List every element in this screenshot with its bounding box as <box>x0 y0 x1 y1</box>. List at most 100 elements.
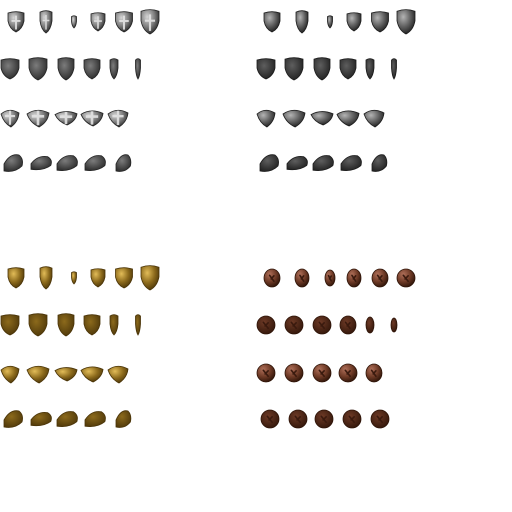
shield-icon <box>286 155 308 171</box>
shield-icon <box>71 15 77 29</box>
shield-icon <box>28 57 48 81</box>
rune-mark-icon <box>268 274 275 283</box>
shield-icon <box>30 411 52 427</box>
steel-round-shield-rotation-back-frame-5 <box>365 58 375 80</box>
silver-cross-shield-rotation-back-frame-3 <box>57 57 75 81</box>
shield-icon <box>371 154 388 172</box>
bronze-shield-rotation-back-frame-4 <box>83 314 101 336</box>
steel-round-shield-tilt-front-frame-3 <box>310 111 334 126</box>
steel-round-shield-tilt-back-frame-1 <box>259 154 279 172</box>
steel-round-shield-tilt-back-frame-5 <box>371 154 388 172</box>
wooden-buckler-tilt-front-frame-5 <box>365 363 383 383</box>
shield-icon <box>56 411 78 427</box>
steel-round-shield-tilt-back-frame-2 <box>286 155 308 171</box>
wooden-buckler-rotation-front-frame-3 <box>324 269 336 287</box>
shield-icon <box>109 314 119 336</box>
bronze-shield-tilt-front-frame-1 <box>0 365 20 384</box>
rune-mark-icon <box>344 321 351 330</box>
shield-icon <box>390 317 398 333</box>
rune-mark-icon <box>402 274 409 283</box>
shield-icon <box>282 109 306 128</box>
cross-emblem-icon <box>144 14 156 31</box>
shield-icon <box>371 11 389 33</box>
bronze-shield-rotation-front-frame-5 <box>115 267 133 289</box>
shield-icon <box>391 58 397 80</box>
silver-cross-shield-tilt-back-frame-2 <box>30 155 52 171</box>
steel-round-shield-rotation-back-frame-2 <box>284 57 304 81</box>
steel-round-shield-group <box>256 9 416 172</box>
rune-mark-icon <box>370 369 377 378</box>
shield-icon <box>263 11 281 33</box>
shield-icon <box>365 316 375 334</box>
shield-icon <box>256 58 276 80</box>
shield-icon <box>336 110 360 127</box>
shield-icon <box>115 267 133 289</box>
shield-icon <box>365 58 375 80</box>
silver-cross-shield-tilt-back-frame-1 <box>3 154 23 172</box>
cross-emblem-icon <box>4 110 16 125</box>
rune-mark-icon <box>290 321 297 330</box>
bronze-shield-tilt-back-frame-1 <box>3 410 23 428</box>
bronze-shield-rotation-front-frame-4 <box>90 268 106 288</box>
bronze-shield-tilt-back-frame-5 <box>115 410 132 428</box>
bronze-shield-tilt-back-frame-3 <box>56 411 78 427</box>
shield-icon <box>3 410 23 428</box>
silver-cross-shield-rotation-back-frame-2 <box>28 57 48 81</box>
steel-round-shield-rotation-front-frame-3 <box>327 15 333 29</box>
shield-icon <box>115 410 132 428</box>
steel-round-shield-rotation-front-frame-1 <box>263 11 281 33</box>
steel-round-shield-tilt-front-frame-2 <box>282 109 306 128</box>
wooden-buckler-tilt-back-frame-3 <box>314 409 334 429</box>
shield-icon <box>39 266 53 290</box>
silver-cross-shield-rotation-back-frame-6 <box>135 58 141 80</box>
shield-icon <box>135 58 141 80</box>
rune-mark-icon <box>262 321 269 330</box>
shield-icon <box>327 15 333 29</box>
silver-cross-shield-rotation-front-frame-2 <box>39 10 53 34</box>
silver-cross-shield-group <box>0 9 160 172</box>
steel-round-shield-tilt-back-frame-3 <box>312 155 334 171</box>
shield-icon <box>3 154 23 172</box>
rune-mark-icon <box>348 415 355 424</box>
steel-round-shield-rotation-front-frame-4 <box>346 12 362 32</box>
wooden-buckler-tilt-back-frame-4 <box>342 409 362 429</box>
bronze-shield-rotation-back-frame-6 <box>135 314 141 336</box>
silver-cross-shield-rotation-back-frame-4 <box>83 58 101 80</box>
rune-mark-icon <box>351 274 357 283</box>
silver-cross-shield-tilt-front-frame-1 <box>0 109 20 128</box>
steel-round-shield-rotation-back-frame-3 <box>313 57 331 81</box>
shield-icon <box>256 109 276 128</box>
wooden-buckler-rotation-back-frame-1 <box>256 315 276 335</box>
rune-mark-icon <box>290 369 297 378</box>
silver-cross-shield-rotation-front-frame-6 <box>140 9 160 35</box>
shield-icon <box>396 9 416 35</box>
silver-cross-shield-rotation-front-frame-5 <box>115 11 133 33</box>
rune-mark-icon <box>294 415 301 424</box>
wooden-buckler-group <box>256 268 416 429</box>
rune-mark-icon <box>344 369 351 378</box>
shield-icon <box>56 155 78 171</box>
shield-icon <box>284 57 304 81</box>
shield-icon <box>346 12 362 32</box>
silver-cross-shield-rotation-front-frame-1 <box>7 11 25 33</box>
wooden-buckler-rotation-back-frame-2 <box>284 315 304 335</box>
shield-icon <box>30 155 52 171</box>
shield-icon <box>80 366 104 383</box>
shield-icon <box>312 155 334 171</box>
silver-cross-shield-rotation-front-frame-3 <box>71 15 77 29</box>
cross-emblem-icon <box>11 15 21 30</box>
silver-cross-shield-tilt-back-frame-3 <box>56 155 78 171</box>
wooden-buckler-tilt-front-frame-3 <box>312 363 332 383</box>
wooden-buckler-rotation-front-frame-6 <box>396 268 416 288</box>
steel-round-shield-tilt-front-frame-4 <box>336 110 360 127</box>
wooden-buckler-rotation-front-frame-2 <box>294 268 310 288</box>
silver-cross-shield-rotation-back-frame-5 <box>109 58 119 80</box>
shield-icon <box>0 365 20 384</box>
bronze-shield-tilt-front-frame-2 <box>26 365 50 384</box>
rune-mark-icon <box>376 415 383 424</box>
shield-icon <box>313 57 331 81</box>
bronze-shield-tilt-front-frame-5 <box>107 365 129 384</box>
shield-icon <box>0 314 20 336</box>
cross-emblem-icon <box>42 14 50 30</box>
